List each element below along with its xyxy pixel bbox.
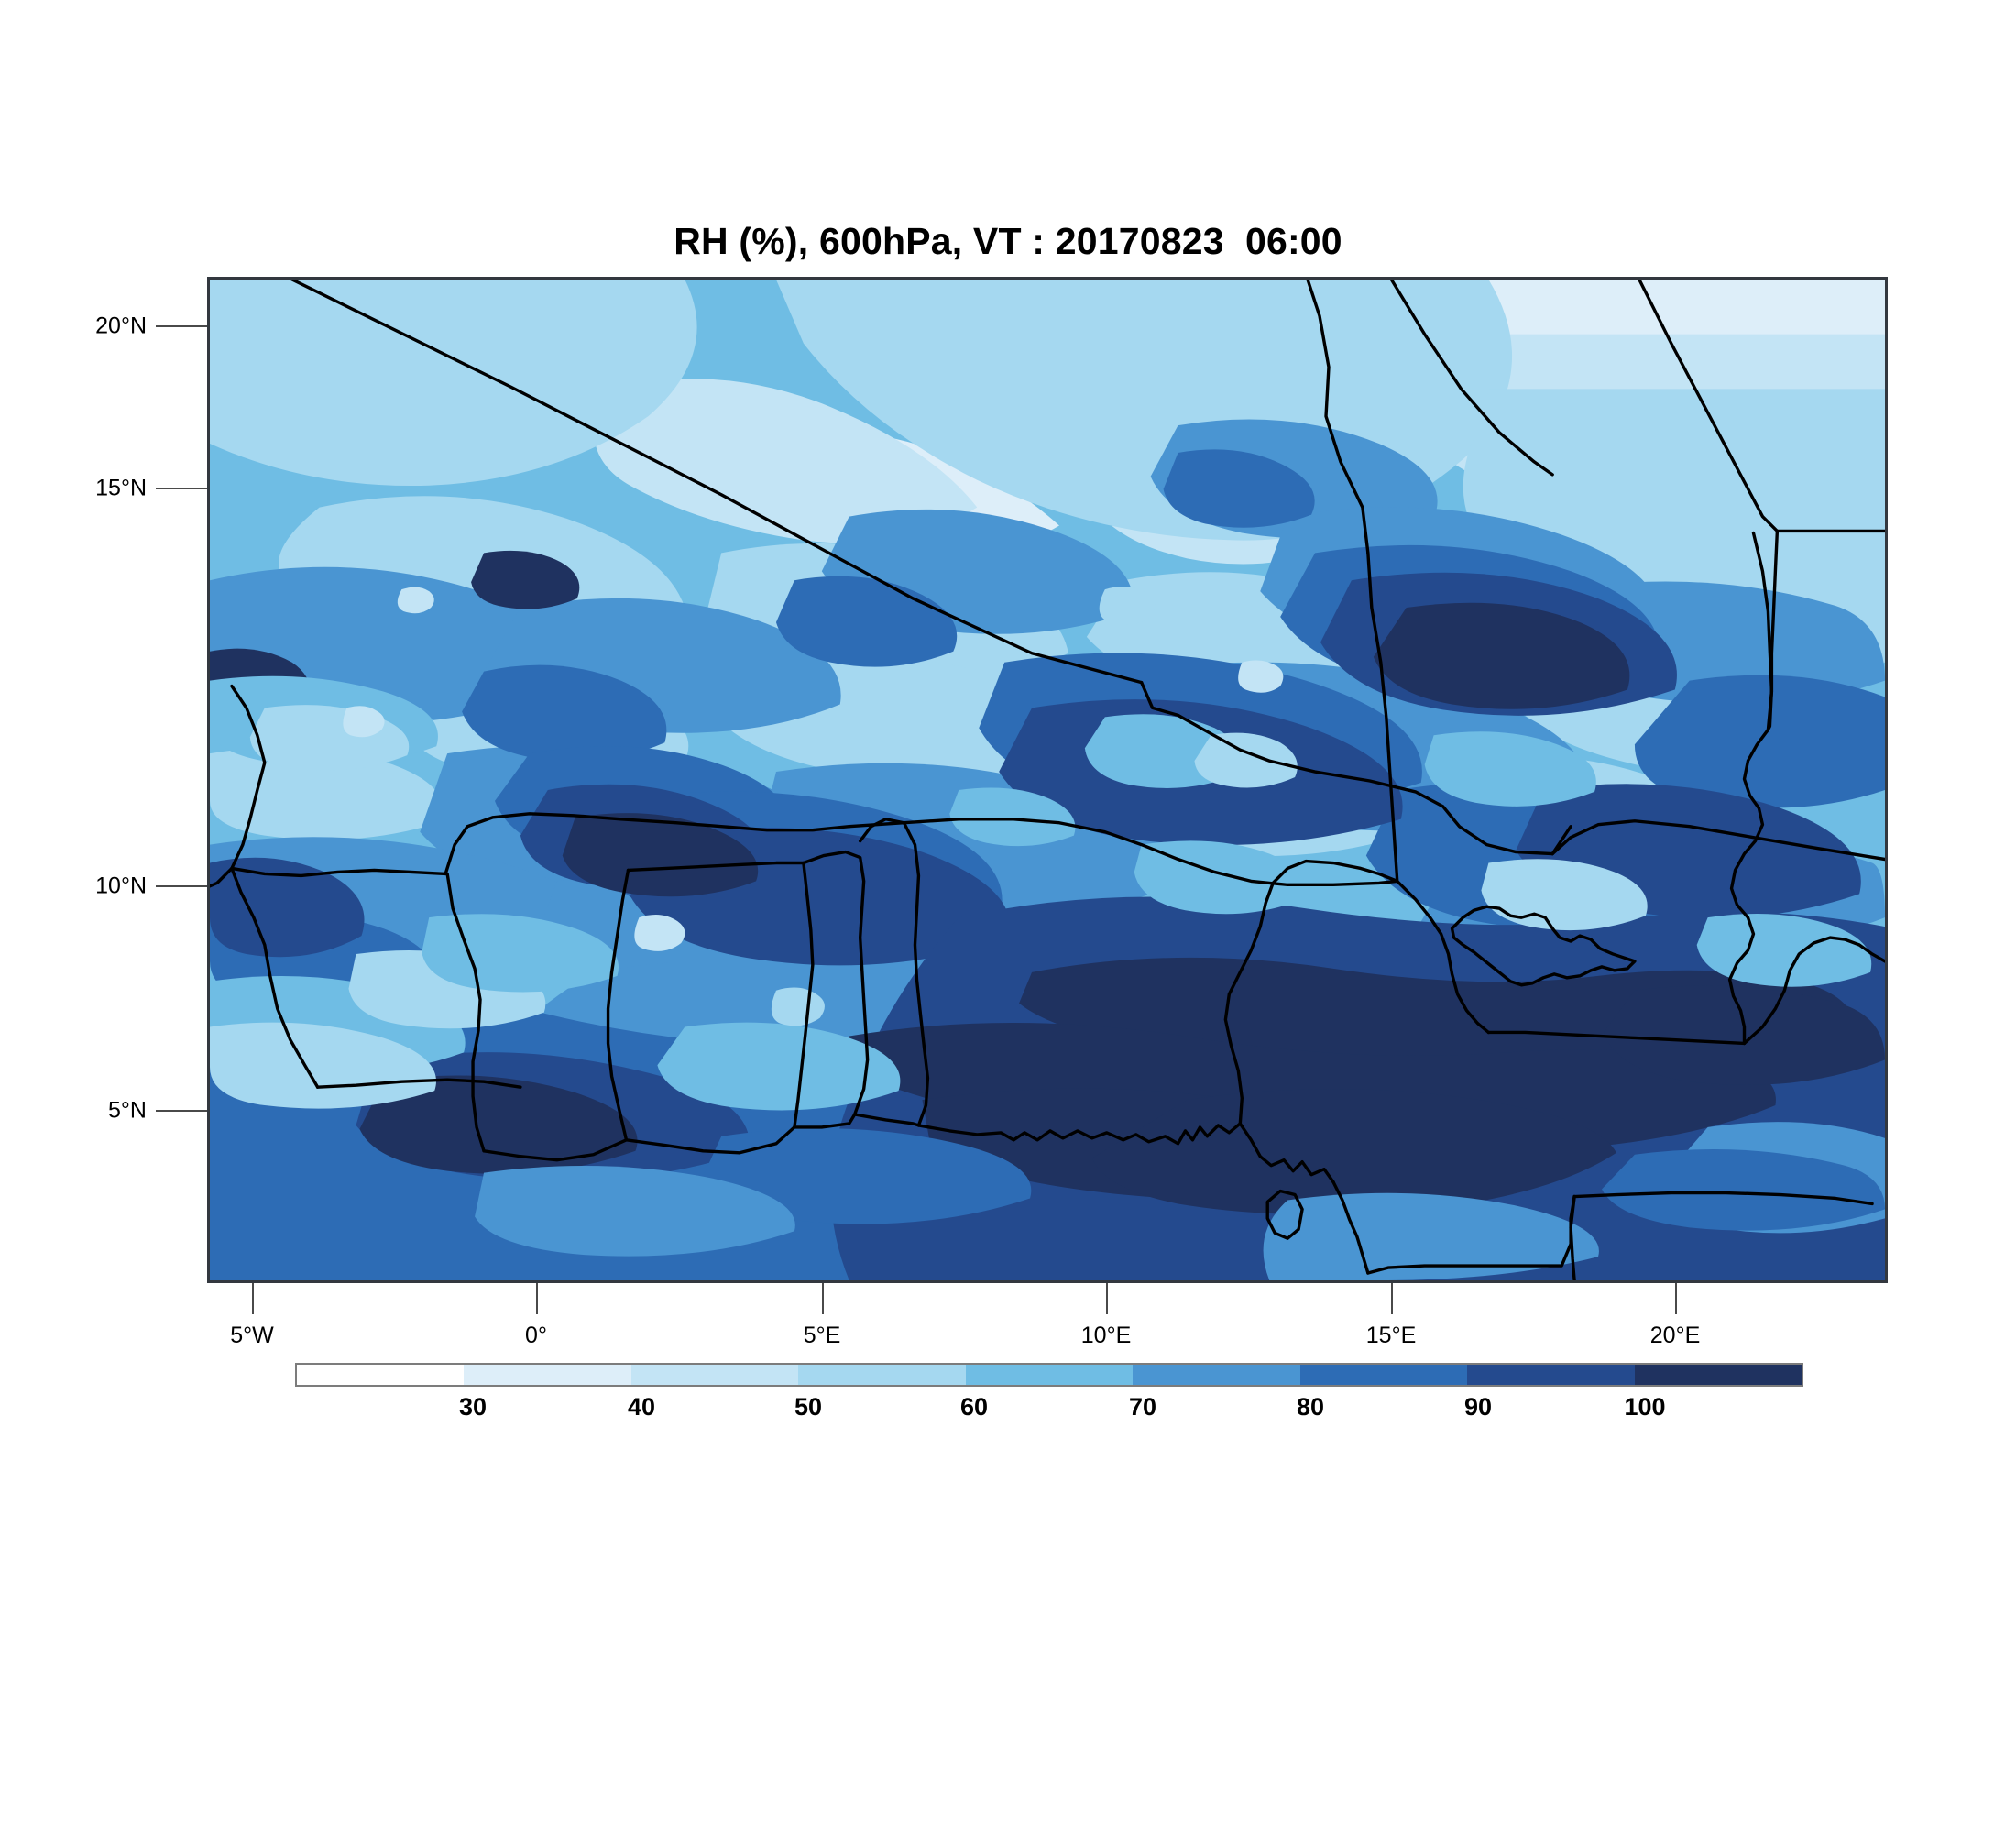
ytick-line-20n [156, 325, 207, 327]
colorbar-tick-100: 100 [1624, 1393, 1666, 1421]
ytick-line-5n [156, 1110, 207, 1112]
colorbar-tick-60: 60 [959, 1393, 989, 1421]
page-title: RH (%), 600hPa, VT : 20170823 06:00 [674, 220, 1342, 262]
map-plot-area[interactable] [207, 277, 1888, 1283]
colorbar-segment-90-100 [1467, 1365, 1635, 1385]
colorbar-tick-30: 30 [458, 1393, 488, 1421]
rh-contour-map [210, 280, 1885, 1280]
xtick-line-0 [536, 1283, 538, 1314]
contour-fill-layer [210, 280, 1885, 1280]
xtick-label-5w: 5°W [230, 1323, 274, 1348]
ytick-line-15n [156, 488, 207, 489]
colorbar-tick-50: 50 [794, 1393, 823, 1421]
ytick-label-20n: 20°N [95, 313, 147, 339]
xtick-line-10e [1106, 1283, 1108, 1314]
colorbar-tick-40: 40 [627, 1393, 656, 1421]
xtick-label-0: 0° [525, 1323, 547, 1348]
colorbar-segment-80-90 [1299, 1365, 1468, 1385]
xtick-label-20e: 20°E [1649, 1323, 1701, 1348]
ytick-label-15n: 15°N [95, 475, 147, 501]
ytick-label-5n: 5°N [108, 1097, 147, 1124]
colorbar-segment-70-80 [1133, 1365, 1300, 1385]
colorbar-segment-100-110 [1634, 1365, 1802, 1385]
xtick-line-20e [1675, 1283, 1677, 1314]
colorbar-segment-60-70 [965, 1365, 1134, 1385]
ytick-line-10n [156, 885, 207, 887]
colorbar-tick-80: 80 [1296, 1393, 1325, 1421]
country-borders-layer [210, 280, 1885, 1280]
xtick-line-5w [252, 1283, 254, 1314]
colorbar[interactable] [295, 1363, 1803, 1387]
xtick-line-15e [1391, 1283, 1393, 1314]
xtick-label-5e: 5°E [803, 1323, 841, 1348]
colorbar-segment-40-50 [630, 1365, 799, 1385]
colorbar-tick-90: 90 [1463, 1393, 1493, 1421]
xtick-line-5e [822, 1283, 824, 1314]
ytick-label-10n: 10°N [95, 873, 147, 899]
xtick-label-10e: 10°E [1080, 1323, 1132, 1348]
colorbar-segment-20-30 [297, 1365, 465, 1385]
colorbar-segment-50-60 [798, 1365, 966, 1385]
xtick-label-15e: 15°E [1365, 1323, 1417, 1348]
colorbar-tick-70: 70 [1128, 1393, 1157, 1421]
colorbar-segment-30-40 [464, 1365, 631, 1385]
